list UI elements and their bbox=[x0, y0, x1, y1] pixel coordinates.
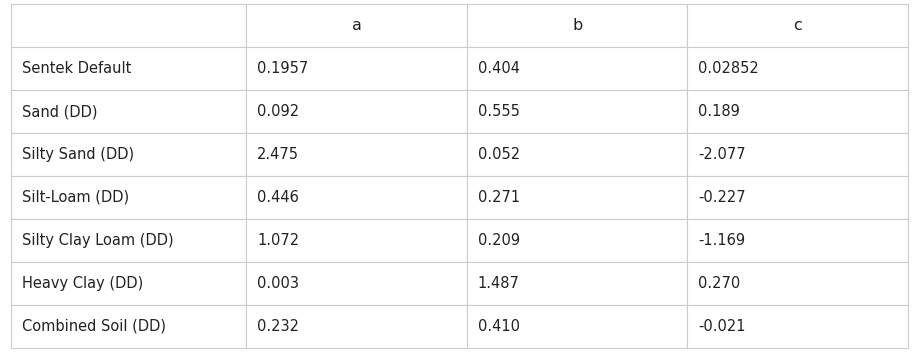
Bar bbox=[246, 219, 467, 262]
Bar bbox=[246, 133, 467, 176]
Text: 0.271: 0.271 bbox=[478, 190, 520, 205]
Text: -0.021: -0.021 bbox=[698, 319, 746, 334]
Bar bbox=[467, 4, 687, 47]
Bar bbox=[11, 4, 246, 47]
Text: 0.1957: 0.1957 bbox=[257, 61, 309, 76]
Text: 0.189: 0.189 bbox=[698, 104, 741, 119]
Bar bbox=[687, 47, 908, 90]
Bar bbox=[467, 305, 687, 348]
Text: 2.475: 2.475 bbox=[257, 147, 300, 162]
Bar bbox=[467, 219, 687, 262]
Bar bbox=[11, 47, 246, 90]
Text: 1.072: 1.072 bbox=[257, 233, 300, 248]
Text: Silty Sand (DD): Silty Sand (DD) bbox=[22, 147, 134, 162]
Bar bbox=[467, 133, 687, 176]
Text: 0.052: 0.052 bbox=[478, 147, 520, 162]
Text: 0.446: 0.446 bbox=[257, 190, 300, 205]
Text: Heavy Clay (DD): Heavy Clay (DD) bbox=[22, 276, 143, 291]
Text: 0.232: 0.232 bbox=[257, 319, 300, 334]
Bar bbox=[11, 262, 246, 305]
Text: -1.169: -1.169 bbox=[698, 233, 745, 248]
Text: Sentek Default: Sentek Default bbox=[22, 61, 131, 76]
Text: 0.003: 0.003 bbox=[257, 276, 300, 291]
Text: Sand (DD): Sand (DD) bbox=[22, 104, 97, 119]
Text: 0.410: 0.410 bbox=[478, 319, 520, 334]
Bar bbox=[11, 90, 246, 133]
Text: a: a bbox=[352, 18, 361, 33]
Bar bbox=[246, 47, 467, 90]
Text: -2.077: -2.077 bbox=[698, 147, 746, 162]
Bar bbox=[687, 133, 908, 176]
Text: 0.092: 0.092 bbox=[257, 104, 300, 119]
Text: 0.02852: 0.02852 bbox=[698, 61, 759, 76]
Text: Combined Soil (DD): Combined Soil (DD) bbox=[22, 319, 166, 334]
Bar bbox=[467, 262, 687, 305]
Bar bbox=[246, 176, 467, 219]
Bar bbox=[687, 262, 908, 305]
Bar bbox=[687, 219, 908, 262]
Bar bbox=[246, 4, 467, 47]
Bar bbox=[687, 305, 908, 348]
Bar bbox=[11, 133, 246, 176]
Bar bbox=[467, 47, 687, 90]
Bar bbox=[246, 90, 467, 133]
Bar bbox=[246, 262, 467, 305]
Text: c: c bbox=[793, 18, 802, 33]
Text: 0.555: 0.555 bbox=[478, 104, 520, 119]
Bar bbox=[687, 90, 908, 133]
Bar bbox=[11, 305, 246, 348]
Bar bbox=[246, 305, 467, 348]
Text: b: b bbox=[572, 18, 583, 33]
Bar bbox=[11, 219, 246, 262]
Text: -0.227: -0.227 bbox=[698, 190, 746, 205]
Text: Silt-Loam (DD): Silt-Loam (DD) bbox=[22, 190, 130, 205]
Text: Silty Clay Loam (DD): Silty Clay Loam (DD) bbox=[22, 233, 174, 248]
Text: 0.209: 0.209 bbox=[478, 233, 520, 248]
Bar bbox=[687, 4, 908, 47]
Bar bbox=[687, 176, 908, 219]
Bar bbox=[467, 176, 687, 219]
Text: 0.270: 0.270 bbox=[698, 276, 741, 291]
Bar bbox=[11, 176, 246, 219]
Bar bbox=[467, 90, 687, 133]
Text: 0.404: 0.404 bbox=[478, 61, 520, 76]
Text: 1.487: 1.487 bbox=[478, 276, 520, 291]
